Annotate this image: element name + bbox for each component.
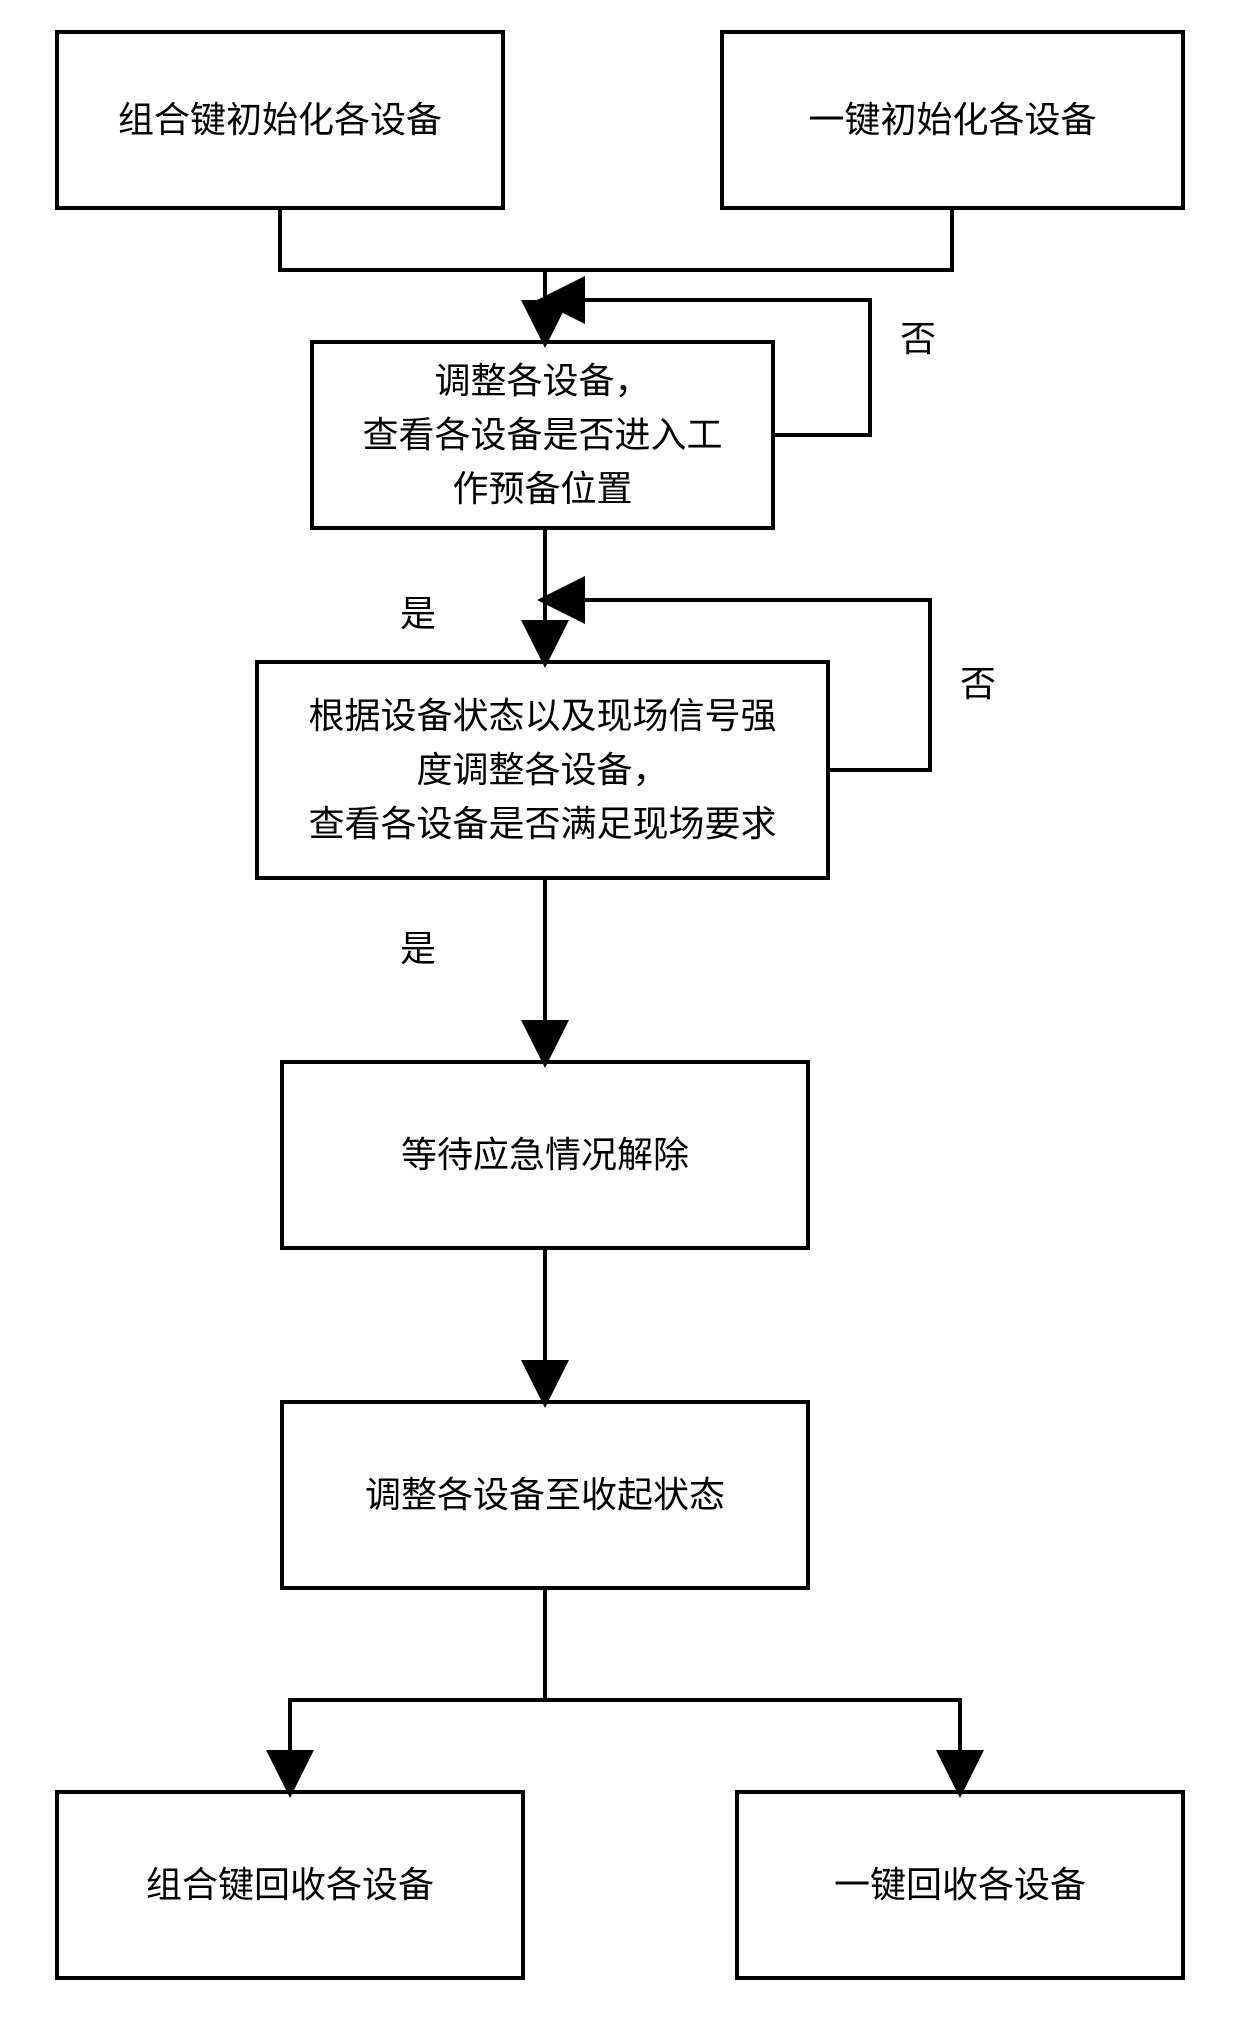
flowchart-connectors — [0, 0, 1240, 2022]
